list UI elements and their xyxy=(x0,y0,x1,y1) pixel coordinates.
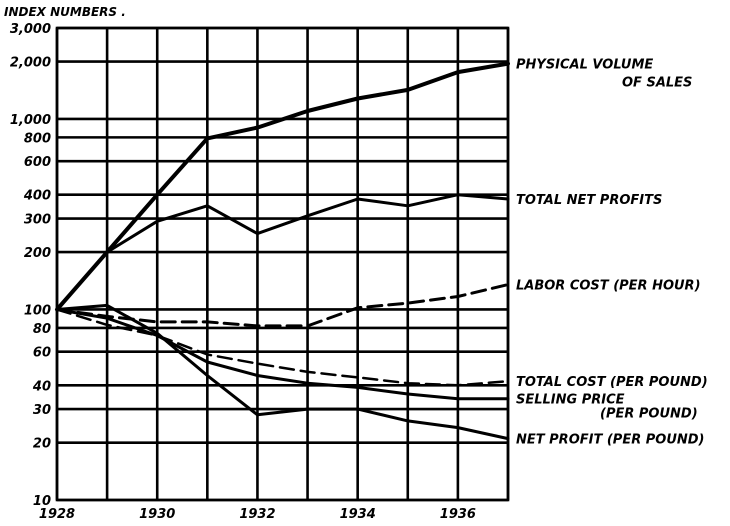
series-lines xyxy=(55,61,510,441)
x-tick-label: 1928 xyxy=(39,507,75,522)
y-tick-label: 200 xyxy=(24,246,51,261)
x-tick-label: 1934 xyxy=(340,507,376,522)
y-tick-label: 600 xyxy=(24,155,51,170)
y-tick-label: 800 xyxy=(24,131,51,146)
series-label: PHYSICAL VOLUME xyxy=(516,58,653,73)
series-labels: PHYSICAL VOLUME OF SALES TOTAL NET PROFITS… xyxy=(516,58,708,448)
y-tick-label: 30 xyxy=(33,403,51,418)
x-tick-label: 1930 xyxy=(139,507,175,522)
y-tick-label: 40 xyxy=(32,379,51,394)
chart-title: INDEX NUMBERS . xyxy=(4,5,126,19)
y-tick-label: 300 xyxy=(24,213,51,228)
series-label: TOTAL COST (PER POUND) xyxy=(516,375,708,390)
series-line-5 xyxy=(55,308,510,401)
series-line-2 xyxy=(55,193,510,311)
y-tick-label: 1,000 xyxy=(10,113,51,128)
y-tick-label: 10 xyxy=(33,494,51,509)
grid xyxy=(55,26,510,502)
x-tick-label: 1932 xyxy=(239,507,275,522)
y-tick-label: 3,000 xyxy=(10,22,51,37)
y-tick-label: 60 xyxy=(33,346,51,361)
y-tick-label: 2,000 xyxy=(10,56,51,71)
x-axis-ticks: 1928 1930 1932 1934 1936 xyxy=(39,507,476,522)
plot-frame xyxy=(55,26,510,502)
y-tick-label: 100 xyxy=(24,303,51,318)
series-label: TOTAL NET PROFITS xyxy=(516,193,662,208)
series-label: SELLING PRICE xyxy=(516,393,625,408)
series-label: (PER POUND) xyxy=(600,407,698,422)
y-tick-label: 80 xyxy=(33,322,51,337)
y-axis-ticks: 10 20 30 40 60 80 100 200 300 400 600 800 1,000 2,000… xyxy=(10,22,51,509)
series-line-6 xyxy=(55,303,510,441)
series-line-3 xyxy=(55,283,510,328)
series-line-4 xyxy=(55,308,510,387)
y-tick-label: 20 xyxy=(33,437,51,452)
y-tick-label: 400 xyxy=(23,189,51,204)
series-label: NET PROFIT (PER POUND) xyxy=(516,433,705,448)
series-label: OF SALES xyxy=(622,76,692,91)
x-tick-label: 1936 xyxy=(440,507,476,522)
series-label: LABOR COST (PER HOUR) xyxy=(516,279,701,294)
series-line-1 xyxy=(55,61,510,312)
